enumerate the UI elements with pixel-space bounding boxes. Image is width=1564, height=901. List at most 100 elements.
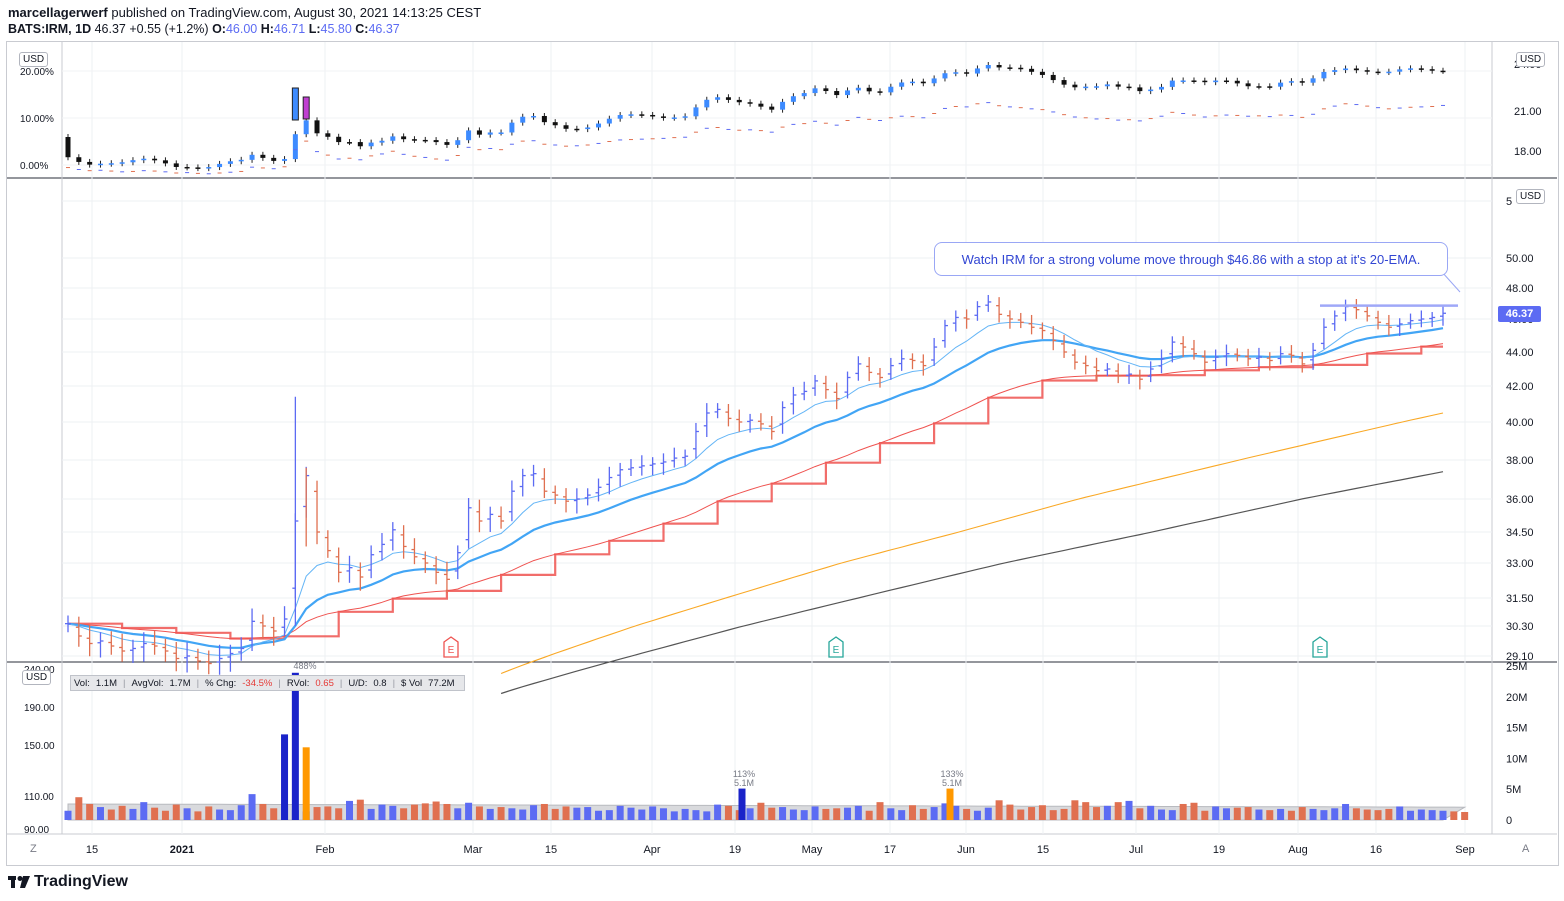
price-bar (1245, 348, 1252, 367)
rs-candle (119, 159, 125, 167)
price-unit-badge[interactable]: USD (1516, 189, 1546, 204)
price-bar (433, 556, 440, 585)
volume-spike-bar (281, 734, 289, 820)
rs-candle (1397, 66, 1403, 75)
rs-candle (487, 129, 493, 138)
tradingview-logo[interactable]: TradingView (8, 873, 128, 891)
price-bar (909, 353, 916, 370)
auto-scale-button[interactable]: A (1522, 843, 1530, 855)
rs-candle (1429, 66, 1435, 74)
volume-bar (1212, 806, 1220, 820)
volume-bar (898, 810, 906, 820)
volume-bar (724, 805, 732, 820)
volume-bar (432, 801, 440, 820)
price-bar (606, 466, 613, 495)
volume-bar (627, 807, 635, 820)
rs-candle (1408, 65, 1414, 73)
price-bar (1190, 339, 1197, 360)
x-tick-label: Feb (316, 844, 335, 856)
volume-bar (1342, 803, 1350, 820)
price-bar (1071, 349, 1078, 370)
rs-candle (509, 119, 515, 136)
close-value: 46.37 (368, 22, 400, 36)
volume-bar (779, 807, 787, 820)
price-bar (660, 453, 667, 475)
volume-right-axis-label: 15M (1506, 723, 1527, 735)
vol-value: 1.1M (95, 677, 117, 689)
price-bar (1028, 314, 1035, 335)
last-price: 46.37 (94, 22, 126, 36)
volume-bar (1222, 808, 1230, 820)
volume-right-axis-label: 10M (1506, 753, 1527, 765)
volume-bar (1049, 810, 1057, 820)
price-bar (790, 386, 797, 415)
rs-candle (1343, 65, 1349, 74)
price-bar (736, 409, 743, 432)
price-bar (855, 356, 862, 381)
volume-bar (833, 808, 841, 820)
volume-bar (475, 806, 483, 820)
volume-bar (410, 804, 418, 820)
price-bar (1234, 348, 1241, 362)
volume-bar (270, 808, 278, 820)
price-bar (1299, 352, 1306, 373)
price-bar (314, 480, 321, 545)
zoom-corner-button[interactable]: Z (30, 843, 37, 855)
volume-left-axis-label: 110.00 (24, 792, 54, 803)
earnings-marker-label: E (833, 645, 840, 656)
high-value: 46.71 (273, 22, 306, 36)
open-value: 46.00 (225, 22, 258, 36)
rs-candle (1137, 84, 1143, 95)
volume-bar (1017, 809, 1025, 820)
rs-candle (433, 137, 439, 146)
rs-candle (1278, 79, 1284, 90)
volume-spike-bar (946, 788, 954, 820)
ud-label: U/D: (348, 677, 368, 689)
high-label: H: (260, 22, 274, 36)
price-bar (1277, 346, 1284, 365)
volume-bar (1233, 807, 1241, 820)
rs-unit-badge[interactable]: USD (1516, 52, 1546, 67)
rs-candle (1126, 83, 1132, 91)
volume-bar (1277, 808, 1285, 820)
publisher-name[interactable]: marcellagerwerf (8, 5, 108, 20)
rs-candle (769, 103, 775, 113)
rs-candle (780, 98, 786, 113)
price-bar (205, 650, 212, 675)
rs-candle (660, 113, 666, 121)
rs-left-unit-badge[interactable]: USD (19, 52, 49, 67)
x-tick-label: Jul (1129, 844, 1143, 856)
volume-spike-bar (738, 788, 746, 820)
price-axis-label: 42.00 (1506, 381, 1534, 393)
rs-candle (899, 79, 905, 90)
price-bar (812, 374, 819, 396)
chg-label: % Chg: (205, 677, 237, 689)
volume-bar (1266, 810, 1274, 820)
volume-bar (908, 805, 916, 820)
volume-bar (205, 806, 213, 820)
price-bar (920, 354, 927, 376)
price-bar (476, 499, 483, 533)
dvol-value: 77.2M (428, 677, 455, 689)
price-bar (1353, 299, 1360, 319)
rs-candle (1094, 83, 1100, 90)
trade-idea-callout[interactable]: Watch IRM for a strong volume move throu… (934, 242, 1448, 276)
volume-unit-badge[interactable]: USD (22, 670, 52, 685)
volume-annotation-pct: 113% (733, 769, 755, 779)
volume-bar (984, 807, 992, 820)
rs-candle (1180, 77, 1186, 84)
price-bar (1385, 314, 1392, 336)
price-bar (822, 375, 829, 399)
symbol-label[interactable]: BATS:IRM, 1D (8, 22, 92, 36)
price-bar (519, 468, 526, 497)
price-bar (714, 403, 721, 419)
price-bar (1331, 310, 1338, 331)
price-axis-label: 31.50 (1506, 593, 1534, 605)
rs-candle (942, 70, 948, 82)
price-bar (1158, 349, 1165, 374)
price-bar (725, 404, 732, 427)
price-bar (530, 464, 537, 487)
rs-candle (888, 83, 894, 96)
rs-candle (520, 113, 526, 126)
